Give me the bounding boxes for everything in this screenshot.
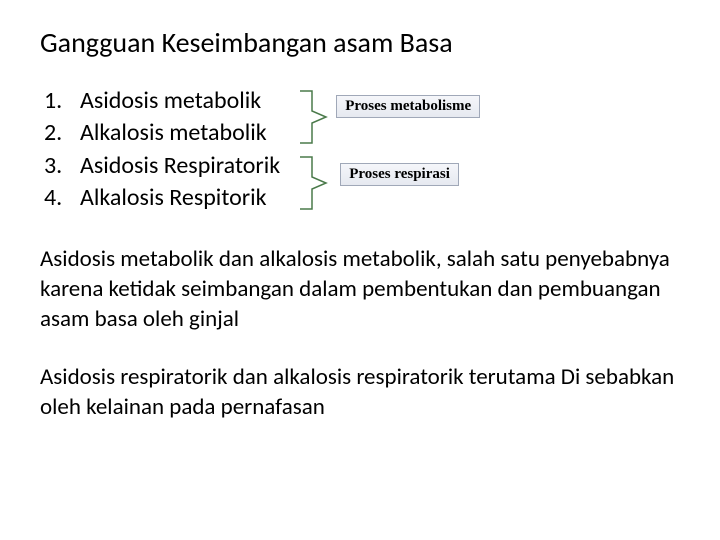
numbered-list: 1. Asidosis metabolik 2. Alkalosis metab…: [40, 85, 280, 215]
list-item: 2. Alkalosis metabolik: [40, 117, 280, 149]
paragraph-1: Asidosis metabolik dan alkalosis metabol…: [40, 245, 680, 335]
page-title: Gangguan Keseimbangan asam Basa: [40, 25, 680, 60]
bracket-icon: [298, 87, 338, 217]
list-item: 3. Asidosis Respiratorik: [40, 150, 280, 182]
list-item: 1. Asidosis metabolik: [40, 85, 280, 117]
list-number: 2.: [40, 117, 80, 149]
list-item: 4. Alkalosis Respitorik: [40, 182, 280, 214]
list-number: 1.: [40, 85, 80, 117]
list-text: Asidosis metabolik: [80, 85, 261, 117]
list-text: Asidosis Respiratorik: [80, 150, 280, 182]
label-metabolisme: Proses metabolisme: [336, 95, 480, 118]
list-container: 1. Asidosis metabolik 2. Alkalosis metab…: [40, 85, 680, 215]
list-number: 4.: [40, 182, 80, 214]
list-number: 3.: [40, 150, 80, 182]
label-respirasi: Proses respirasi: [340, 163, 459, 186]
list-text: Alkalosis metabolik: [80, 117, 267, 149]
paragraph-2: Asidosis respiratorik dan alkalosis resp…: [40, 363, 680, 423]
list-text: Alkalosis Respitorik: [80, 182, 267, 214]
